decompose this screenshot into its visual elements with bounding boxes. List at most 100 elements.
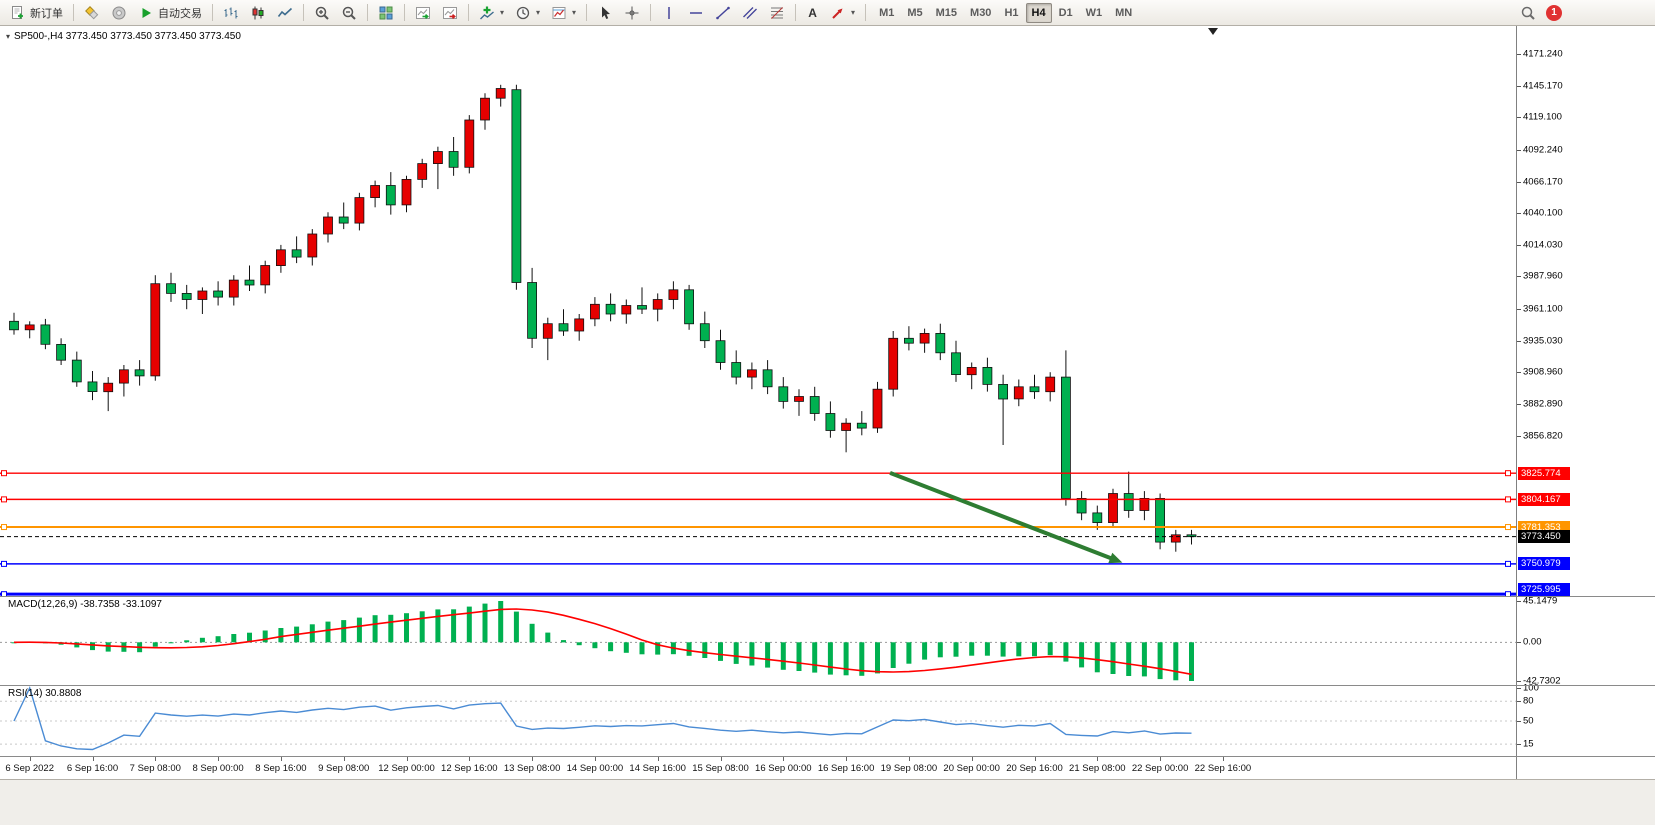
fibonacci-button[interactable] [764, 2, 790, 24]
macd-histogram-bar [105, 642, 111, 652]
ohlc-text: SP500-,H4 3773.450 3773.450 3773.450 377… [14, 31, 241, 42]
channel-button[interactable] [737, 2, 763, 24]
one-click-collapse-icon[interactable]: ▾ [6, 32, 11, 41]
candle-down [904, 337, 914, 344]
rsi-tick-label: 15 [1523, 738, 1534, 750]
macd-histogram-bar [482, 603, 488, 643]
timeframe-m5[interactable]: M5 [907, 6, 923, 19]
candle-down [338, 216, 349, 224]
macd-histogram-bar [984, 642, 990, 656]
chart-shift-icon [442, 5, 458, 21]
tile-windows-button[interactable] [373, 2, 399, 24]
timeframe-d1[interactable]: D1 [1058, 6, 1073, 19]
line-handle[interactable] [1505, 496, 1511, 503]
indicators-add-icon [479, 5, 495, 21]
price-tick-mark [1517, 244, 1521, 246]
candle-down [385, 185, 396, 206]
periods-clock-icon [515, 5, 531, 21]
macd-histogram-bar [231, 634, 237, 643]
macd-panel[interactable] [0, 597, 1516, 685]
price-axis[interactable]: 4171.240 4145.170 4119.100 4092.240 4066.170… [1516, 26, 1655, 779]
macd-histogram-bar [419, 611, 425, 643]
macd-histogram-bar [278, 628, 284, 643]
macd-tick-label: 0.00 [1523, 636, 1542, 648]
periods-button[interactable]: ▾ [510, 2, 545, 24]
macd-histogram-bar [1157, 642, 1163, 680]
chart-shift-button[interactable] [437, 2, 463, 24]
trendline-button[interactable] [710, 2, 736, 24]
line-handle[interactable] [1, 560, 7, 567]
macd-histogram-bar [11, 642, 17, 644]
line-handle[interactable] [1, 470, 7, 477]
dropdown-caret-icon: ▾ [851, 7, 856, 17]
candle-up [794, 396, 804, 402]
panel-separator [0, 756, 1655, 757]
chart-shift-marker[interactable] [1208, 28, 1218, 35]
candle-down [699, 323, 710, 342]
candle-up [919, 332, 930, 344]
price-tick-mark [1517, 309, 1521, 311]
metaeditor-icon [84, 5, 100, 21]
timeframe-mn[interactable]: MN [1115, 6, 1133, 19]
macd-histogram-bar [1079, 642, 1085, 668]
price-tick-mark [1517, 340, 1521, 342]
notification-badge[interactable]: 1 [1546, 4, 1562, 21]
cursor-button[interactable] [592, 2, 618, 24]
zoom-in-button[interactable] [309, 2, 335, 24]
rsi-panel[interactable] [0, 686, 1516, 756]
metaeditor-button[interactable] [79, 2, 105, 24]
macd-histogram-bar [466, 606, 472, 643]
timeframe-m1[interactable]: M1 [879, 6, 895, 19]
text-button[interactable]: A [801, 2, 824, 24]
horizontal-line-button[interactable] [683, 2, 709, 24]
toolbar-separator [650, 4, 652, 21]
new-order-button[interactable]: 新订单 [5, 2, 68, 24]
line-chart-button[interactable] [272, 2, 298, 24]
candle-up [1139, 497, 1150, 511]
crosshair-button[interactable] [619, 2, 645, 24]
timeframe-w1[interactable]: W1 [1085, 6, 1103, 19]
macd-histogram-bar [953, 642, 959, 657]
macd-histogram-bar [718, 642, 723, 661]
time-tick-mark [218, 757, 220, 761]
candle-up [323, 216, 333, 235]
line-handle[interactable] [1505, 591, 1511, 596]
zoom-out-button[interactable] [336, 2, 362, 24]
line-handle[interactable] [1, 591, 7, 596]
bar-chart-button[interactable] [218, 2, 244, 24]
time-tick-label: 22 Sep 16:00 [1194, 763, 1252, 774]
line-handle[interactable] [1505, 524, 1511, 531]
line-handle[interactable] [1505, 560, 1511, 567]
terminal-button[interactable] [106, 2, 132, 24]
line-handle[interactable] [1, 496, 7, 503]
timeframe-m30[interactable]: M30 [970, 6, 992, 19]
auto-scroll-button[interactable] [410, 2, 436, 24]
macd-histogram-bar [608, 642, 614, 652]
timeframe-h1[interactable]: H1 [1004, 6, 1019, 19]
timeframe-m15[interactable]: M15 [935, 6, 958, 19]
panel-separator[interactable] [0, 596, 1655, 597]
autotrading-button[interactable]: 自动交易 [133, 2, 207, 24]
indicators-button[interactable]: ▾ [474, 2, 509, 24]
search-icon[interactable] [1520, 5, 1536, 21]
arrows-button[interactable]: ▾ [825, 2, 860, 24]
macd-histogram-bar [372, 615, 378, 643]
templates-button[interactable]: ▾ [546, 2, 581, 24]
candle-up [307, 233, 318, 258]
candlestick-chart-button[interactable] [245, 2, 271, 24]
panel-separator[interactable] [0, 685, 1655, 686]
candle-down [213, 290, 224, 298]
line-handle[interactable] [1505, 470, 1511, 477]
candle-down [998, 383, 1008, 400]
time-tick-label: 14 Sep 00:00 [566, 763, 624, 774]
trend-arrow[interactable] [889, 471, 1118, 563]
time-axis[interactable]: 6 Sep 2022 6 Sep 16:00 7 Sep 08:00 8 Sep 00… [0, 757, 1516, 779]
candle-up [370, 185, 381, 199]
price-chart[interactable] [0, 26, 1516, 596]
timeframe-h4[interactable]: H4 [1025, 2, 1052, 23]
timeframe-bar: M1 M5 M15 M30 H1 H4 D1 W1 MN [873, 2, 1138, 23]
time-tick-mark [29, 757, 31, 761]
line-handle[interactable] [1, 524, 7, 531]
candle-down [731, 362, 742, 378]
vertical-line-button[interactable] [656, 2, 682, 24]
